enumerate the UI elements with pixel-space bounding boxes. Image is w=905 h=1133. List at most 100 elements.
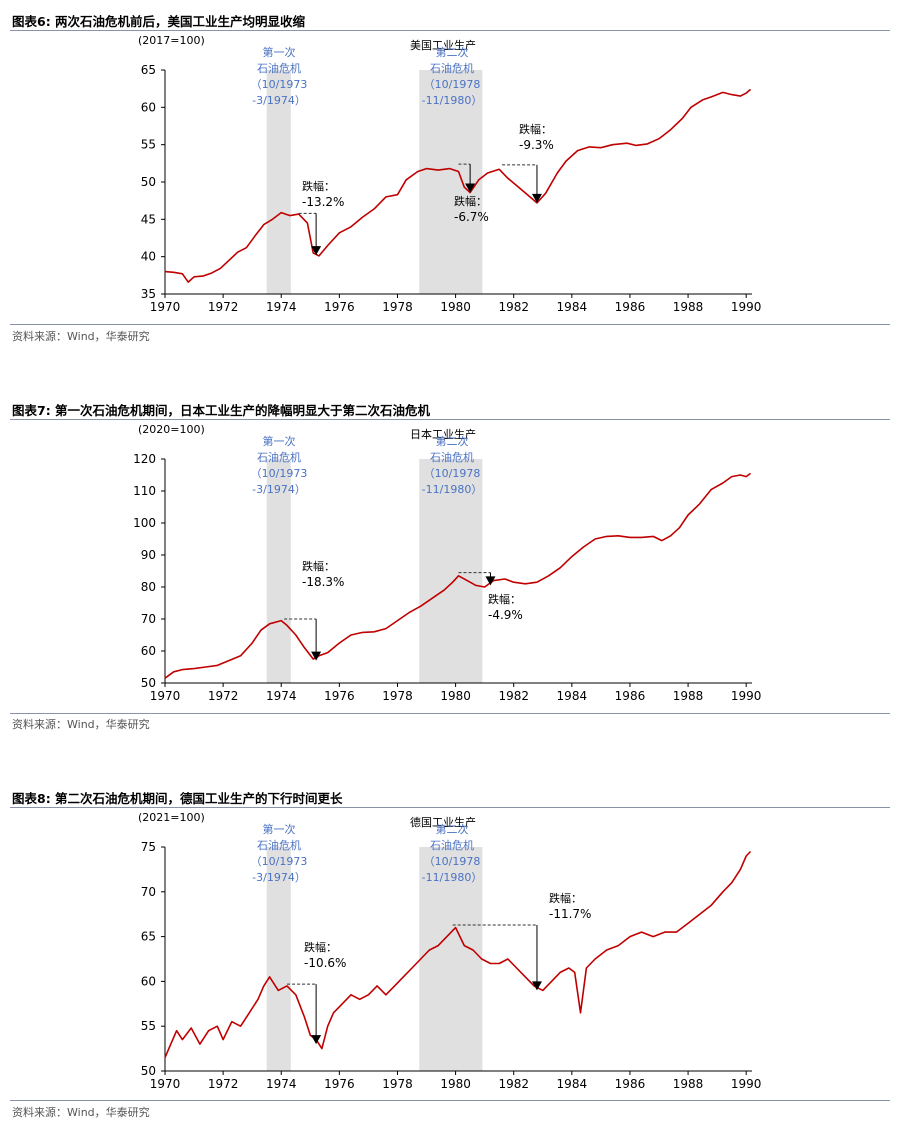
chart-title: 德国工业生产 (410, 815, 476, 829)
figure-section-2: 图表7: 第一次石油危机期间，日本工业生产的降幅明显大于第二次石油危机 50 60… (0, 390, 905, 740)
crisis-label-line: -11/1980） (422, 94, 483, 107)
x-tick-label: 1978 (382, 689, 413, 703)
drop-annotation-title: 跌幅： (549, 891, 582, 905)
crisis-label-line: 石油危机 (257, 450, 301, 464)
drop-arrow-head (531, 193, 542, 203)
crisis-label-line: -3/1974） (252, 871, 306, 884)
drop-annotation-value: -13.2% (302, 195, 344, 209)
chart-title: 美国工业生产 (410, 38, 476, 52)
y-tick-label: 60 (141, 974, 156, 988)
x-tick-label: 1982 (498, 689, 529, 703)
source-note: 资料来源：Wind，华泰研究 (12, 1106, 150, 1119)
x-tick-label: 1970 (150, 1077, 181, 1091)
line-chart-japan: 50 60 70 80 90 100 110 120 1970 1972 1974 1976 1978 1… (133, 423, 762, 703)
crisis-label-line: （10/1973 (251, 855, 308, 868)
crisis-label-line: 石油危机 (430, 838, 474, 852)
figure-title: 图表8: 第二次石油危机期间，德国工业生产的下行时间更长 (12, 791, 343, 806)
crisis-label-line: 第一次 (263, 434, 296, 448)
x-tick-label: 1982 (498, 300, 529, 314)
x-tick-label: 1984 (557, 300, 588, 314)
crisis-label-line: （10/1978 (424, 78, 481, 91)
y-tick-label: 70 (141, 885, 156, 899)
crisis-label-line: 石油危机 (257, 61, 301, 75)
x-tick-label: 1972 (208, 1077, 239, 1091)
x-tick-label: 1978 (382, 300, 413, 314)
y-tick-label: 55 (141, 1019, 156, 1033)
x-tick-label: 1990 (731, 689, 762, 703)
x-tick-label: 1978 (382, 1077, 413, 1091)
y-tick-label: 120 (133, 452, 156, 466)
y-tick-label: 50 (141, 175, 156, 189)
title-rule (10, 807, 890, 808)
x-tick-label: 1974 (266, 1077, 297, 1091)
title-rule (10, 30, 890, 31)
drop-arrow-head (311, 246, 322, 256)
y-tick-label: 75 (141, 840, 156, 854)
figure-section-3: 图表8: 第二次石油危机期间，德国工业生产的下行时间更长 50 55 60 65 70 7… (0, 777, 905, 1133)
crisis-label-line: （10/1973 (251, 467, 308, 480)
x-tick-label: 1984 (557, 1077, 588, 1091)
crisis-period-band (419, 847, 483, 1071)
crisis-label-line: 第二次 (436, 434, 469, 448)
drop-annotation-value: -9.3% (519, 138, 554, 152)
y-tick-label: 80 (141, 580, 156, 594)
y-tick-label: 45 (141, 212, 156, 226)
x-tick-label: 1970 (150, 689, 181, 703)
figure-section-1: 图表6: 两次石油危机前后，美国工业生产均明显收缩 35 40 45 50 55 60 65… (0, 0, 905, 350)
crisis-period-band (419, 459, 483, 683)
crisis-period-band (419, 70, 483, 294)
x-tick-label: 1986 (615, 689, 646, 703)
drop-annotation-title: 跌幅： (519, 122, 552, 136)
y-tick-label: 60 (141, 100, 156, 114)
figure-title: 图表6: 两次石油危机前后，美国工业生产均明显收缩 (12, 14, 306, 29)
crisis-label-line: （10/1973 (251, 78, 308, 91)
y-tick-label: 35 (141, 287, 156, 301)
y-tick-label: 50 (141, 1064, 156, 1078)
bottom-rule (10, 324, 890, 325)
y-tick-label: 65 (141, 930, 156, 944)
x-tick-label: 1982 (498, 1077, 529, 1091)
x-tick-label: 1980 (440, 1077, 471, 1091)
y-tick-label: 110 (133, 484, 156, 498)
y-tick-label: 90 (141, 548, 156, 562)
crisis-period-band (266, 847, 291, 1071)
drop-annotation-title: 跌幅： (302, 179, 335, 193)
x-tick-label: 1990 (731, 300, 762, 314)
crisis-label-line: 石油危机 (430, 450, 474, 464)
unit-label: (2017=100) (138, 34, 205, 47)
crisis-label-line: -3/1974） (252, 94, 306, 107)
x-tick-label: 1974 (266, 689, 297, 703)
crisis-period-band (266, 70, 291, 294)
y-tick-label: 40 (141, 250, 156, 264)
figure-title: 图表7: 第一次石油危机期间，日本工业生产的降幅明显大于第二次石油危机 (12, 403, 431, 418)
crisis-label-line: -3/1974） (252, 483, 306, 496)
series-line (164, 850, 752, 1058)
drop-annotation-value: -4.9% (488, 608, 523, 622)
line-chart-germany: 50 55 60 65 70 75 1970 1972 1974 1976 1978 1980 1982… (138, 811, 762, 1091)
x-tick-label: 1990 (731, 1077, 762, 1091)
x-tick-label: 1970 (150, 300, 181, 314)
x-tick-label: 1988 (673, 1077, 704, 1091)
line-chart-us: 35 40 45 50 55 60 65 1970 1972 1974 1976 1978 1980 19… (138, 34, 762, 314)
drop-arrow-head (465, 183, 476, 193)
drop-annotation-value: -10.6% (304, 956, 346, 970)
drop-annotation-value: -11.7% (549, 907, 591, 921)
drop-arrow-head (311, 651, 322, 661)
x-tick-label: 1986 (615, 300, 646, 314)
drop-annotation-value: -6.7% (454, 210, 489, 224)
drop-arrow-head (531, 981, 542, 991)
crisis-label-line: （10/1978 (424, 855, 481, 868)
crisis-label-line: 第一次 (263, 45, 296, 59)
series-line (164, 88, 752, 283)
x-tick-label: 1976 (324, 300, 355, 314)
unit-label: (2020=100) (138, 423, 205, 436)
source-note: 资料来源：Wind，华泰研究 (12, 330, 150, 343)
x-tick-label: 1972 (208, 689, 239, 703)
crisis-label-line: -11/1980） (422, 871, 483, 884)
crisis-label-line: 第二次 (436, 45, 469, 59)
x-tick-label: 1988 (673, 689, 704, 703)
x-tick-label: 1974 (266, 300, 297, 314)
x-tick-label: 1980 (440, 689, 471, 703)
y-tick-label: 100 (133, 516, 156, 530)
crisis-label-line: （10/1978 (424, 467, 481, 480)
